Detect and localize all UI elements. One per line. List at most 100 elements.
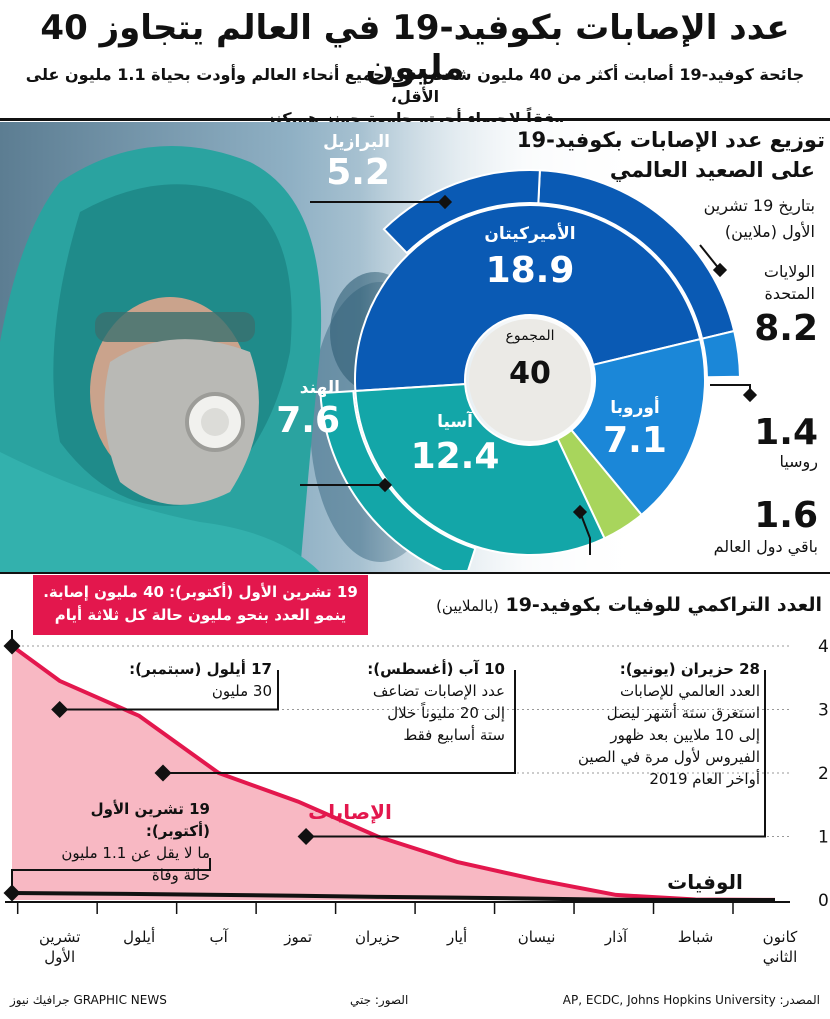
leader-aug <box>163 670 516 774</box>
donut-segment-0 <box>354 204 702 393</box>
brazil-label: البرازيل <box>323 132 390 152</box>
x-tick-label-5-0: حزيران <box>355 928 400 946</box>
russia-value: 1.4 <box>754 412 818 453</box>
india-label: الهند <box>299 378 340 398</box>
annotation-aug-title: 10 آب (أغسطس): <box>367 660 505 678</box>
annotation-oct-deaths-title: 19 تشرين الأول (أكتوبر): <box>90 800 210 840</box>
americas-label: الأميركيتان <box>484 224 576 244</box>
americas-value: 18.9 <box>485 250 575 291</box>
usa-value: 8.2 <box>754 308 818 349</box>
highlight-box: 19 تشرين الأول (أكتوبر): 40 مليون إصابة.… <box>33 575 368 635</box>
x-tick-label-4-0: أيار <box>446 927 467 946</box>
annotation-jun-text-1: العدد العالمي للإصابات <box>619 682 760 700</box>
leader-oct-deaths <box>11 858 211 894</box>
annotation-oct-deaths-text-1: ما لا يقل عن 1.1 مليون <box>61 844 210 862</box>
outer-segment-india <box>319 390 477 570</box>
annotation-sep: 17 أيلول (سبتمبر): 30 مليون <box>120 658 272 702</box>
annotation-sep-text: 30 مليون <box>211 682 272 700</box>
page-title: عدد الإصابات بكوفيد-19 في العالم يتجاوز … <box>40 8 790 88</box>
brazil-leader-marker <box>437 194 453 210</box>
leader-sep <box>59 670 279 711</box>
annotation-aug-text-3: ستة أسابيع فقط <box>403 726 505 744</box>
y-tick-label-10: 10 <box>818 828 830 848</box>
asia-label: آسيا <box>437 412 473 432</box>
annotation-jun: 28 حزيران (يونيو): العدد العالمي للإصابا… <box>560 658 760 790</box>
donut-heading-2: على الصعيد العالمي <box>609 158 815 182</box>
x-tick-label-8-0: أيلول <box>123 927 155 946</box>
outer-segment-russia <box>700 329 741 379</box>
leader-oct <box>11 630 13 646</box>
x-tick-label-2-0: آذار <box>604 928 628 946</box>
y-tick-label-40: 40 <box>818 637 830 657</box>
india-leader-line <box>300 484 385 486</box>
annotation-oct-deaths-text-2: حالة وفاة <box>151 866 210 884</box>
donut-heading-1: توزيع عدد الإصابات بكوفيد-19 <box>516 128 825 152</box>
cases-series-label: الإصابات <box>308 800 392 824</box>
russia-label: روسيا <box>779 452 818 471</box>
subtitle-line-1: جائحة كوفيد-19 أصابت أكثر من 40 مليون شخ… <box>25 65 805 106</box>
rest-leader-line <box>579 511 591 555</box>
usa-label-1: الولايات <box>763 262 815 281</box>
donut-center <box>469 319 591 441</box>
donut-segment-3 <box>354 383 606 556</box>
donut-date-line-2: الأول (ملايين) <box>724 222 815 241</box>
y-tick-label-20: 20 <box>818 764 830 784</box>
annotation-oct-deaths: 19 تشرين الأول (أكتوبر): ما لا يقل عن 1.… <box>30 798 210 886</box>
annotation-jun-text-4: الفيروس لأول مرة في الصين <box>578 748 760 766</box>
annotation-jun-title: 28 حزيران (يونيو): <box>619 660 760 678</box>
india-leader-marker <box>377 477 393 493</box>
rest-value: 1.6 <box>754 495 818 536</box>
footer-source: المصدر: AP, ECDC, Johns Hopkins Universi… <box>562 993 820 1007</box>
deaths-series-label: الوفيات <box>667 870 743 894</box>
x-tick-label-7-0: آب <box>209 928 228 946</box>
annotation-aug-text-2: إلى 20 مليوناً خلال <box>387 704 505 722</box>
leader-jun <box>306 670 766 838</box>
annotation-sep-title: 17 أيلول (سبتمبر): <box>129 660 272 678</box>
x-tick-label-6-0: تموز <box>283 928 312 946</box>
health-worker-photo <box>0 146 450 572</box>
russia-leader-marker <box>742 387 758 403</box>
total-value: 40 <box>509 356 551 391</box>
cumulative-chart: 40 30 20 10 0 كانون الثاني شباط آذار نيسان أيار حزي… <box>3 630 830 967</box>
europe-label: أوروبا <box>610 398 660 418</box>
highlight-line-1: 19 تشرين الأول (أكتوبر): 40 مليون إصابة. <box>43 583 358 601</box>
footer: المصدر: AP, ECDC, Johns Hopkins Universi… <box>0 990 830 1019</box>
x-tick-label-9-0: تشرين <box>39 928 80 946</box>
rest-label: باقي دول العالم <box>713 537 818 556</box>
annotation-aug: 10 آب (أغسطس): عدد الإصابات تضاعف إلى 20… <box>345 658 505 746</box>
annotation-jun-text-5: أواخر العام 2019 <box>649 770 760 788</box>
brazil-value: 5.2 <box>326 152 390 193</box>
top-rule <box>0 118 830 121</box>
outer-segment-brazil <box>382 169 541 255</box>
x-tick-label-3-0: نيسان <box>518 928 556 946</box>
usa-leader-line <box>699 244 721 271</box>
y-tick-label-0: 0 <box>818 891 829 911</box>
usa-leader-marker <box>712 262 728 278</box>
x-tick-label-0-0: كانون <box>763 928 799 946</box>
infections-donut-chart <box>300 169 758 570</box>
usa-label-2: المتحدة <box>764 284 815 303</box>
annotation-jun-text-3: إلى 10 ملايين بعد ظهور <box>610 726 760 744</box>
line-chart-title: العدد التراكمي للوفيات بكوفيد-19 <box>505 594 822 616</box>
asia-value: 12.4 <box>410 436 500 477</box>
footer-brand: GRAPHIC NEWS جرافيك نيوز <box>10 993 167 1007</box>
x-tick-label-0-1: الثاني <box>763 948 798 967</box>
cases-area <box>12 646 775 900</box>
annotation-jun-text-2: استغرق ستة أشهر ليصل <box>606 704 760 722</box>
deaths-line <box>11 891 776 902</box>
europe-value: 7.1 <box>603 420 667 461</box>
india-value: 7.6 <box>276 400 340 441</box>
footer-photos: الصور: جتي <box>350 993 409 1007</box>
donut-date-line-1: بتاريخ 19 تشرين <box>703 196 815 215</box>
line-chart-unit: (بالملايين) <box>436 597 499 615</box>
line-chart-heading: العدد التراكمي للوفيات بكوفيد-19 (بالملا… <box>430 594 822 616</box>
donut-segment-1 <box>570 337 706 517</box>
russia-leader-line <box>710 384 751 395</box>
highlight-line-2: ينمو العدد بنحو مليون حالة كل ثلاثة أيام <box>54 606 347 624</box>
x-tick-label-1-0: شباط <box>678 928 714 946</box>
annotation-aug-text-1: عدد الإصابات تضاعف <box>372 682 505 700</box>
section-rule <box>0 572 830 574</box>
total-label: المجموع <box>505 328 555 344</box>
x-tick-label-9-1: الأول <box>44 947 75 966</box>
y-tick-label-30: 30 <box>818 701 830 721</box>
